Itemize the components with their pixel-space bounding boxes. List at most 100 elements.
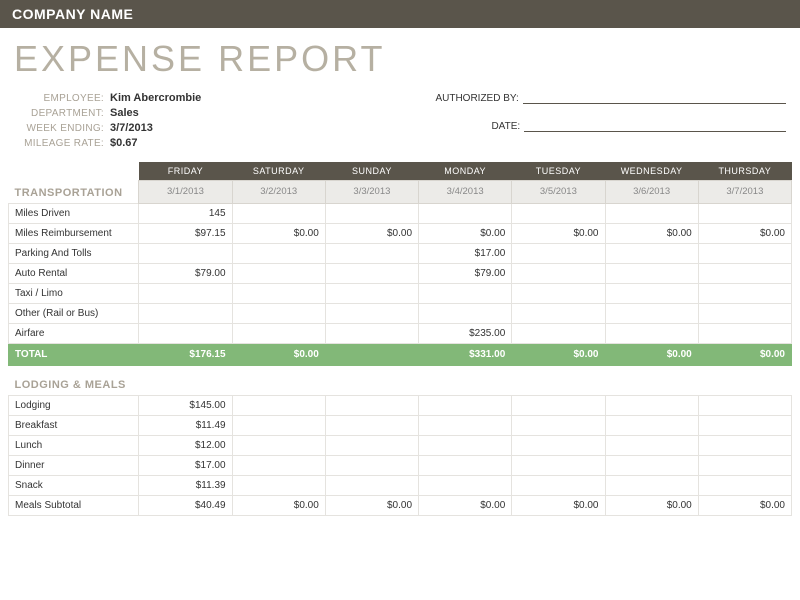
- cell[interactable]: [605, 303, 698, 323]
- cell[interactable]: [698, 203, 791, 223]
- cell[interactable]: $0.00: [325, 496, 418, 516]
- cell[interactable]: [139, 303, 232, 323]
- cell[interactable]: [698, 323, 791, 343]
- total-cell: [325, 343, 418, 365]
- cell[interactable]: $0.00: [232, 496, 325, 516]
- cell[interactable]: $145.00: [139, 396, 232, 416]
- cell[interactable]: [512, 456, 605, 476]
- cell[interactable]: [325, 456, 418, 476]
- cell[interactable]: [512, 436, 605, 456]
- date-row: TRANSPORTATION 3/1/2013 3/2/2013 3/3/201…: [9, 181, 792, 204]
- cell[interactable]: [232, 396, 325, 416]
- cell[interactable]: [419, 456, 512, 476]
- cell[interactable]: [325, 263, 418, 283]
- cell[interactable]: $0.00: [605, 223, 698, 243]
- cell[interactable]: [605, 416, 698, 436]
- cell[interactable]: [698, 456, 791, 476]
- cell[interactable]: $0.00: [325, 223, 418, 243]
- cell[interactable]: [325, 323, 418, 343]
- cell[interactable]: $79.00: [419, 263, 512, 283]
- cell[interactable]: $40.49: [139, 496, 232, 516]
- cell[interactable]: $0.00: [419, 223, 512, 243]
- cell[interactable]: $79.00: [139, 263, 232, 283]
- cell[interactable]: [698, 396, 791, 416]
- cell[interactable]: [419, 283, 512, 303]
- cell[interactable]: [512, 243, 605, 263]
- cell[interactable]: [232, 323, 325, 343]
- cell[interactable]: [325, 436, 418, 456]
- cell[interactable]: [512, 416, 605, 436]
- cell[interactable]: [605, 323, 698, 343]
- cell[interactable]: [232, 243, 325, 263]
- cell[interactable]: [512, 303, 605, 323]
- cell[interactable]: [232, 283, 325, 303]
- cell[interactable]: [325, 416, 418, 436]
- cell[interactable]: [698, 243, 791, 263]
- cell[interactable]: [232, 303, 325, 323]
- cell[interactable]: $11.39: [139, 476, 232, 496]
- cell[interactable]: [605, 243, 698, 263]
- company-bar: COMPANY NAME: [0, 0, 800, 28]
- cell[interactable]: [232, 416, 325, 436]
- cell[interactable]: [605, 436, 698, 456]
- cell[interactable]: [419, 416, 512, 436]
- cell[interactable]: [698, 476, 791, 496]
- table-row: Breakfast$11.49: [9, 416, 792, 436]
- cell[interactable]: [698, 436, 791, 456]
- row-label: Airfare: [9, 323, 139, 343]
- cell[interactable]: $0.00: [605, 496, 698, 516]
- cell[interactable]: [605, 476, 698, 496]
- cell[interactable]: $12.00: [139, 436, 232, 456]
- lodging-heading-row: LODGING & MEALS: [9, 377, 792, 396]
- cell[interactable]: [419, 396, 512, 416]
- cell[interactable]: [232, 476, 325, 496]
- cell[interactable]: [325, 203, 418, 223]
- cell[interactable]: $0.00: [698, 223, 791, 243]
- cell[interactable]: [605, 263, 698, 283]
- cell[interactable]: [139, 243, 232, 263]
- cell[interactable]: $235.00: [419, 323, 512, 343]
- cell[interactable]: [512, 323, 605, 343]
- cell[interactable]: [698, 283, 791, 303]
- cell[interactable]: $17.00: [419, 243, 512, 263]
- cell[interactable]: 145: [139, 203, 232, 223]
- lodging-heading: LODGING & MEALS: [9, 377, 792, 396]
- cell[interactable]: [325, 396, 418, 416]
- cell[interactable]: [512, 283, 605, 303]
- cell[interactable]: [512, 476, 605, 496]
- cell[interactable]: [232, 456, 325, 476]
- cell[interactable]: [232, 436, 325, 456]
- cell[interactable]: $0.00: [512, 496, 605, 516]
- cell[interactable]: $0.00: [698, 496, 791, 516]
- cell[interactable]: $0.00: [419, 496, 512, 516]
- report-title: EXPENSE REPORT: [0, 28, 800, 84]
- cell[interactable]: [232, 203, 325, 223]
- cell[interactable]: [419, 476, 512, 496]
- cell[interactable]: [419, 203, 512, 223]
- cell[interactable]: [419, 303, 512, 323]
- cell[interactable]: [419, 436, 512, 456]
- cell[interactable]: [139, 323, 232, 343]
- cell[interactable]: $0.00: [232, 223, 325, 243]
- cell[interactable]: [325, 476, 418, 496]
- cell[interactable]: [698, 416, 791, 436]
- cell[interactable]: $11.49: [139, 416, 232, 436]
- cell[interactable]: [512, 263, 605, 283]
- cell[interactable]: [605, 396, 698, 416]
- cell[interactable]: [605, 203, 698, 223]
- cell[interactable]: [698, 263, 791, 283]
- cell[interactable]: $97.15: [139, 223, 232, 243]
- cell[interactable]: $17.00: [139, 456, 232, 476]
- cell[interactable]: [698, 303, 791, 323]
- cell[interactable]: [139, 283, 232, 303]
- day-header: FRIDAY: [139, 162, 232, 181]
- cell[interactable]: [325, 303, 418, 323]
- cell[interactable]: [325, 243, 418, 263]
- cell[interactable]: [512, 396, 605, 416]
- cell[interactable]: [232, 263, 325, 283]
- cell[interactable]: [605, 283, 698, 303]
- cell[interactable]: [605, 456, 698, 476]
- cell[interactable]: $0.00: [512, 223, 605, 243]
- cell[interactable]: [512, 203, 605, 223]
- cell[interactable]: [325, 283, 418, 303]
